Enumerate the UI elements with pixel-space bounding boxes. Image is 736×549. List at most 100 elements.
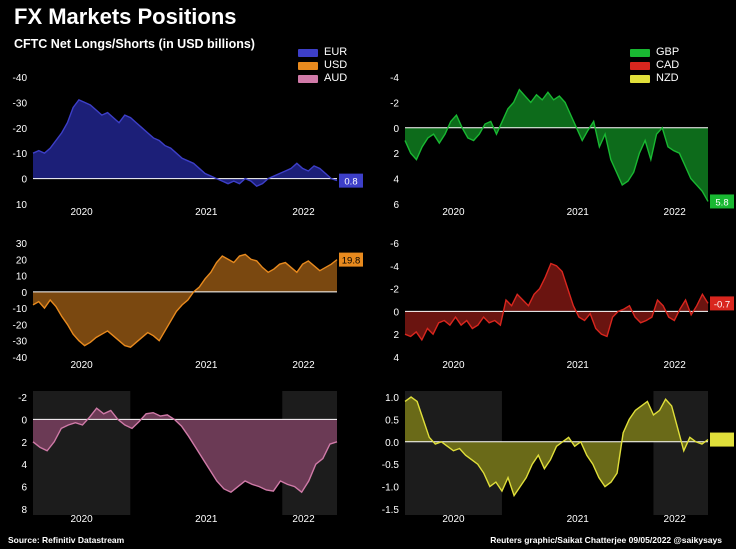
aud-area — [33, 408, 337, 493]
aud-xtick-label: 2021 — [195, 514, 218, 525]
aud-chart: -2 0 2 4 6 8 2020 2021 2022 — [18, 391, 338, 525]
cad-xtick-label: 2020 — [442, 360, 465, 371]
usd-ytick-label: -10 — [13, 304, 28, 315]
nzd-ytick-label: 1.0 — [385, 393, 399, 404]
gbp-xtick-label: 2021 — [567, 207, 590, 218]
legend-swatch-aud — [298, 74, 318, 83]
eur-xtick-label: 2022 — [292, 207, 315, 218]
usd-last-value-label: 19.8 — [342, 256, 361, 267]
gbp-ytick-label: -4 — [390, 73, 399, 84]
usd-ytick-label: -40 — [13, 353, 28, 364]
page-title: FX Markets Positions — [14, 4, 237, 29]
nzd-ytick-label: 0.5 — [385, 415, 399, 426]
nzd-xtick-label: 2020 — [442, 514, 465, 525]
gbp-ytick-label: -2 — [390, 98, 399, 109]
aud-xtick-label: 2022 — [292, 514, 315, 525]
cad-chart: -6 -4 -2 0 2 4 2020 2021 2022 -0.7 — [390, 239, 734, 371]
eur-xtick-label: 2021 — [195, 207, 218, 218]
eur-chart: -40 -30 -20 -10 0 10 2020 2021 2022 0.8 — [13, 73, 363, 218]
eur-ytick-label: -20 — [13, 124, 28, 135]
nzd-xtick-label: 2021 — [567, 514, 590, 525]
legend-left: EUR USD AUD — [298, 46, 347, 85]
legend-label-aud: AUD — [324, 72, 348, 84]
legend-item-aud: AUD — [298, 72, 347, 85]
source-note: Source: Refinitiv Datastream — [8, 535, 125, 545]
gbp-chart: -4 -2 0 2 4 6 2020 2021 2022 5.8 — [390, 73, 734, 218]
aud-ytick-label: 6 — [21, 483, 27, 494]
eur-series-line — [32, 98, 338, 188]
eur-ytick-label: -30 — [13, 98, 28, 109]
aud-shaded-band — [33, 391, 131, 515]
eur-ytick-label: 10 — [16, 200, 28, 211]
usd-ytick-label: 10 — [16, 272, 28, 283]
legend-label-gbp: GBP — [656, 46, 680, 58]
cad-series-line — [404, 262, 709, 342]
cad-ytick-label: -6 — [390, 239, 399, 250]
aud-ytick-label: 4 — [21, 460, 27, 471]
legend-label-nzd: NZD — [656, 72, 679, 84]
legend-swatch-cad — [630, 61, 650, 70]
usd-ytick-label: 0 — [21, 288, 27, 299]
aud-ytick-label: 8 — [21, 505, 27, 516]
gbp-xtick-label: 2022 — [664, 207, 687, 218]
gbp-ytick-label: 4 — [393, 175, 399, 186]
nzd-ytick-label: -1.5 — [382, 505, 400, 516]
cad-ytick-label: -4 — [390, 262, 399, 273]
page-subtitle: CFTC Net Longs/Shorts (in USD billions) — [14, 37, 255, 51]
usd-area — [33, 254, 337, 348]
eur-area — [33, 99, 337, 187]
legend-item-usd: USD — [298, 59, 347, 72]
aud-series-line — [32, 407, 338, 494]
gbp-area — [405, 89, 708, 202]
legend-label-usd: USD — [324, 59, 348, 71]
cad-xtick-label: 2021 — [567, 360, 590, 371]
cad-last-value-label: -0.7 — [714, 299, 730, 310]
gbp-ytick-label: 6 — [393, 200, 399, 211]
usd-xtick-label: 2022 — [292, 360, 315, 371]
nzd-chart: 1.0 0.5 0.0 -0.5 -1.0 -1.5 2020 2021 2022 — [382, 391, 734, 525]
legend-label-cad: CAD — [656, 59, 680, 71]
legend-item-cad: CAD — [630, 59, 679, 72]
legend-swatch-gbp — [630, 48, 650, 57]
aud-ytick-label: 0 — [21, 415, 27, 426]
aud-ytick-label: -2 — [18, 393, 27, 404]
eur-xtick-label: 2020 — [71, 207, 94, 218]
gbp-xtick-label: 2020 — [442, 207, 465, 218]
usd-xtick-label: 2020 — [71, 360, 94, 371]
cad-ytick-label: 2 — [393, 330, 399, 341]
aud-xtick-label: 2020 — [71, 514, 94, 525]
gbp-ytick-label: 2 — [393, 149, 399, 160]
cad-ytick-label: -2 — [390, 285, 399, 296]
aud-ytick-label: 2 — [21, 438, 27, 449]
usd-ytick-label: -30 — [13, 337, 28, 348]
legend-item-eur: EUR — [298, 46, 347, 59]
legend-label-eur: EUR — [324, 46, 348, 58]
cad-ytick-label: 4 — [393, 353, 399, 364]
cad-area — [405, 263, 708, 340]
eur-last-value-badge — [339, 173, 363, 188]
gbp-series-line — [404, 88, 709, 202]
legend-swatch-usd — [298, 61, 318, 70]
nzd-last-value-badge — [710, 432, 734, 447]
usd-xtick-label: 2021 — [195, 360, 218, 371]
nzd-ytick-label: -1.0 — [382, 483, 400, 494]
usd-ytick-label: -20 — [13, 320, 28, 331]
eur-last-value-label: 0.8 — [344, 177, 357, 188]
gbp-last-value-badge — [710, 194, 734, 209]
legend-item-nzd: NZD — [630, 72, 679, 85]
nzd-series-line — [404, 396, 709, 498]
gbp-last-value-label: 5.8 — [715, 197, 728, 208]
legend-item-gbp: GBP — [630, 46, 679, 59]
usd-last-value-badge — [339, 252, 363, 267]
eur-ytick-label: 0 — [21, 175, 27, 186]
cad-xtick-label: 2022 — [664, 360, 687, 371]
nzd-xtick-label: 2022 — [664, 514, 687, 525]
usd-chart: 30 20 10 0 -10 -20 -30 -40 2020 2021 2022 19.8 — [13, 239, 363, 371]
eur-ytick-label: -40 — [13, 73, 28, 84]
credit-note: Reuters graphic/Saikat Chatterjee 09/05/… — [490, 535, 722, 545]
legend-swatch-nzd — [630, 74, 650, 83]
usd-ytick-label: 30 — [16, 239, 28, 250]
nzd-ytick-label: -0.5 — [382, 460, 400, 471]
eur-ytick-label: -10 — [13, 149, 28, 160]
